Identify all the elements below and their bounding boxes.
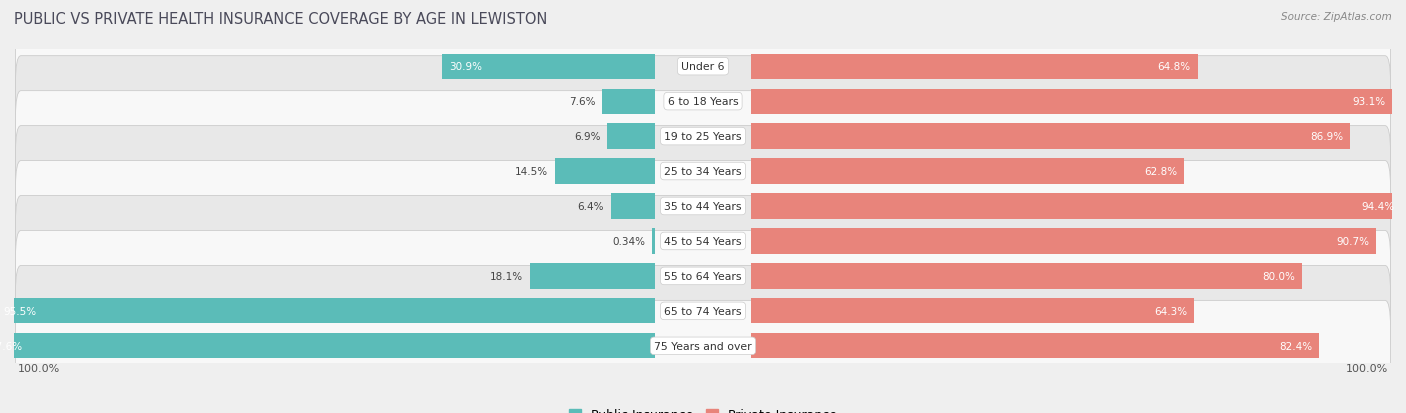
Text: 18.1%: 18.1% (491, 271, 523, 281)
Text: 64.8%: 64.8% (1157, 62, 1191, 72)
Text: 80.0%: 80.0% (1263, 271, 1295, 281)
Text: 6.9%: 6.9% (574, 132, 600, 142)
Text: 86.9%: 86.9% (1310, 132, 1343, 142)
Text: 55 to 64 Years: 55 to 64 Years (664, 271, 742, 281)
Text: 7.6%: 7.6% (569, 97, 596, 107)
Bar (751, 194, 1402, 219)
FancyBboxPatch shape (15, 161, 1391, 252)
Text: 82.4%: 82.4% (1279, 341, 1312, 351)
Text: 30.9%: 30.9% (449, 62, 482, 72)
Bar (610, 194, 655, 219)
FancyBboxPatch shape (15, 57, 1391, 147)
FancyBboxPatch shape (15, 266, 1391, 356)
FancyBboxPatch shape (15, 196, 1391, 287)
Text: Under 6: Under 6 (682, 62, 724, 72)
Text: 0.34%: 0.34% (613, 236, 645, 247)
Text: 6.4%: 6.4% (578, 202, 603, 211)
Text: 90.7%: 90.7% (1336, 236, 1369, 247)
Text: 100.0%: 100.0% (1347, 363, 1389, 373)
Bar (751, 263, 1302, 289)
Text: PUBLIC VS PRIVATE HEALTH INSURANCE COVERAGE BY AGE IN LEWISTON: PUBLIC VS PRIVATE HEALTH INSURANCE COVER… (14, 12, 547, 27)
Bar (441, 55, 655, 80)
Bar (0, 333, 655, 358)
Bar (751, 333, 1319, 358)
Text: 100.0%: 100.0% (17, 363, 59, 373)
FancyBboxPatch shape (15, 231, 1391, 322)
Bar (751, 124, 1350, 150)
Bar (652, 229, 655, 254)
Bar (0, 299, 655, 324)
Text: 65 to 74 Years: 65 to 74 Years (664, 306, 742, 316)
FancyBboxPatch shape (15, 126, 1391, 217)
Text: 93.1%: 93.1% (1353, 97, 1386, 107)
Text: 6 to 18 Years: 6 to 18 Years (668, 97, 738, 107)
Bar (607, 124, 655, 150)
Text: 94.4%: 94.4% (1361, 202, 1395, 211)
FancyBboxPatch shape (15, 91, 1391, 182)
Text: 35 to 44 Years: 35 to 44 Years (664, 202, 742, 211)
Bar (751, 229, 1376, 254)
Bar (751, 89, 1392, 114)
Text: 95.5%: 95.5% (4, 306, 37, 316)
FancyBboxPatch shape (15, 301, 1391, 392)
Bar (751, 299, 1194, 324)
Text: 97.6%: 97.6% (0, 341, 22, 351)
Legend: Public Insurance, Private Insurance: Public Insurance, Private Insurance (564, 404, 842, 413)
Text: 75 Years and over: 75 Years and over (654, 341, 752, 351)
Bar (602, 89, 655, 114)
Text: Source: ZipAtlas.com: Source: ZipAtlas.com (1281, 12, 1392, 22)
Text: 19 to 25 Years: 19 to 25 Years (664, 132, 742, 142)
Text: 64.3%: 64.3% (1154, 306, 1187, 316)
Text: 14.5%: 14.5% (515, 166, 548, 177)
Text: 62.8%: 62.8% (1144, 166, 1177, 177)
FancyBboxPatch shape (15, 21, 1391, 112)
Bar (530, 263, 655, 289)
Text: 45 to 54 Years: 45 to 54 Years (664, 236, 742, 247)
Text: 25 to 34 Years: 25 to 34 Years (664, 166, 742, 177)
Bar (751, 159, 1184, 184)
Bar (555, 159, 655, 184)
Bar (751, 55, 1198, 80)
